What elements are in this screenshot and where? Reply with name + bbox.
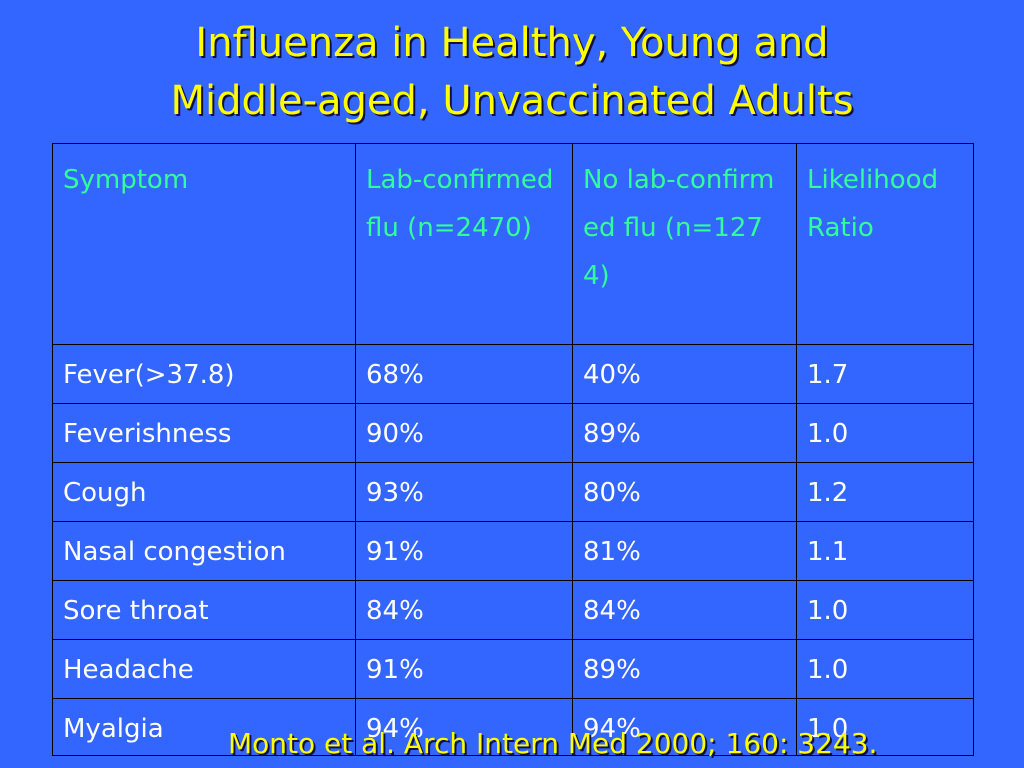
header-likelihood-ratio: Likelihood Ratio [796,143,974,345]
header-no-lab-confirmed: No lab-confirmed flu (n=1274) [572,143,797,345]
cell-likelihood-ratio: 1.0 [796,580,974,640]
cell-lab-confirmed: 90% [355,403,573,463]
cell-lab-confirmed: 91% [355,521,573,581]
cell-no-lab-confirmed: 80% [572,462,797,522]
cell-likelihood-ratio: 1.1 [796,521,974,581]
cell-symptom: Fever(>37.8) [52,344,356,404]
table-row: Fever(>37.8) 68% 40% 1.7 [52,344,974,404]
table-row: Cough 93% 80% 1.2 [52,462,974,522]
cell-likelihood-ratio: 1.7 [796,344,974,404]
cell-likelihood-ratio: 1.0 [796,698,974,756]
header-lab-confirmed: Lab-confirmed flu (n=2470) [355,143,573,345]
cell-symptom: Feverishness [52,403,356,463]
cell-no-lab-confirmed: 40% [572,344,797,404]
cell-no-lab-confirmed: 84% [572,580,797,640]
cell-no-lab-confirmed: 89% [572,403,797,463]
table-row: Headache 91% 89% 1.0 [52,639,974,699]
citation: Monto et al. Arch Intern Med 2000; 160: … [228,727,878,760]
cell-lab-confirmed: 91% [355,639,573,699]
cell-lab-confirmed: 84% [355,580,573,640]
cell-no-lab-confirmed: 89% [572,639,797,699]
cell-symptom: Cough [52,462,356,522]
title-line-1: Influenza in Healthy, Young and [195,20,829,66]
cell-symptom: Nasal congestion [52,521,356,581]
cell-symptom: Headache [52,639,356,699]
cell-no-lab-confirmed: 81% [572,521,797,581]
table-header-row: Symptom Lab-confirmed flu (n=2470) No la… [52,143,974,345]
title-line-2: Middle-aged, Unvaccinated Adults [170,78,854,124]
table-row: Nasal congestion 91% 81% 1.1 [52,521,974,581]
cell-no-lab-confirmed: 94% [572,698,797,756]
table-row: Sore throat 84% 84% 1.0 [52,580,974,640]
table-row: Myalgia 94% 94% 1.0 [52,698,974,756]
cell-lab-confirmed: 68% [355,344,573,404]
cell-lab-confirmed: 94% [355,698,573,756]
symptom-table: Symptom Lab-confirmed flu (n=2470) No la… [52,143,974,756]
header-symptom: Symptom [52,143,356,345]
slide-title: Influenza in Healthy, Young and Middle-a… [0,14,1024,130]
table-row: Feverishness 90% 89% 1.0 [52,403,974,463]
cell-symptom: Myalgia [52,698,356,756]
cell-lab-confirmed: 93% [355,462,573,522]
cell-symptom: Sore throat [52,580,356,640]
cell-likelihood-ratio: 1.0 [796,639,974,699]
cell-likelihood-ratio: 1.0 [796,403,974,463]
cell-likelihood-ratio: 1.2 [796,462,974,522]
